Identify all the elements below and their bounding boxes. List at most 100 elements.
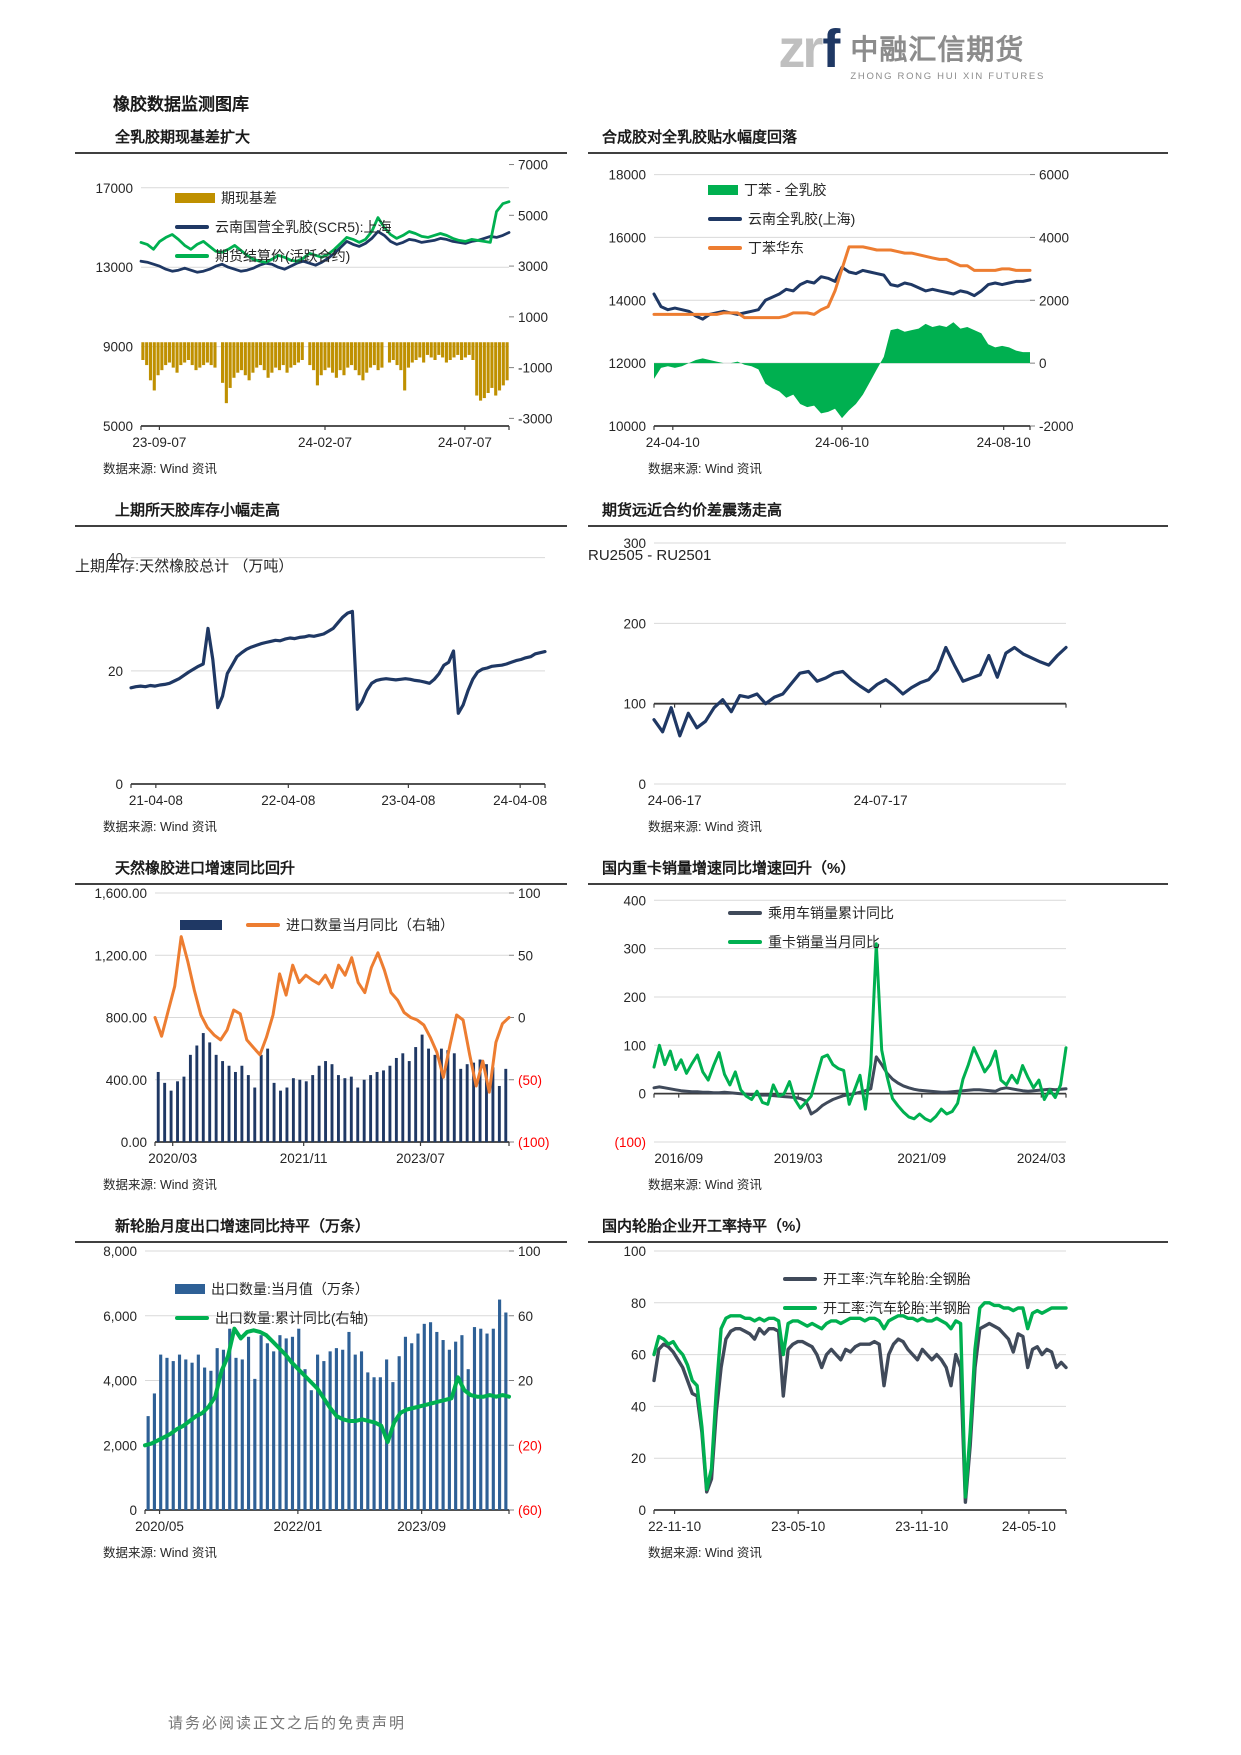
chart-cell-spread: 期货远近合约价差震荡走高 300 200 100 0 24-06-17 24-07-17 RU… xyxy=(588,499,1168,847)
bar-basis xyxy=(190,342,194,366)
bar-imports xyxy=(427,1048,430,1142)
bar-tire-exports xyxy=(272,1351,276,1510)
legend-label: 进口数量当月同比（右轴） xyxy=(286,917,454,933)
bar-imports xyxy=(234,1071,237,1142)
bar-tire-exports xyxy=(228,1328,232,1510)
legend-label: 开工率:汽车轮胎:全钢胎 xyxy=(823,1271,971,1287)
bar-imports xyxy=(285,1087,289,1142)
bar-basis xyxy=(213,342,217,368)
chart-body-tire-exports: 8,000 6,000 4,000 2,000 0 100 60 20 (20) (60) 2020… xyxy=(75,1243,567,1538)
bar-basis xyxy=(300,342,304,360)
legend-label: 云南全乳胶(上海) xyxy=(748,211,856,227)
x-axis-label: 24-07-07 xyxy=(438,435,492,450)
bar-basis xyxy=(262,342,266,371)
bar-tire-exports xyxy=(152,1393,156,1510)
chart-cell-inventory: 上期所天胶库存小幅走高 40 20 0 21-04-08 22-04-08 23-04-08… xyxy=(75,499,567,847)
bar-imports xyxy=(330,1064,334,1142)
legend-label: 期现基差 xyxy=(221,190,277,206)
bar-tire-exports xyxy=(498,1299,502,1510)
bar-basis xyxy=(376,342,380,371)
bar-tire-exports xyxy=(184,1359,188,1510)
bar-basis xyxy=(319,342,323,376)
right-axis-label: 7000 xyxy=(518,158,548,173)
left-axis-label: 4,000 xyxy=(103,1374,137,1389)
bar-basis xyxy=(437,342,441,355)
x-axis-label: 24-04-08 xyxy=(493,793,547,808)
bar-basis xyxy=(456,342,460,355)
bar-tire-exports xyxy=(309,1390,313,1510)
bar-imports xyxy=(497,1085,501,1142)
bar-tire-exports xyxy=(472,1327,477,1510)
bar-tire-exports xyxy=(466,1369,470,1510)
line-series xyxy=(129,609,547,715)
left-axis-label: 100 xyxy=(623,1038,646,1053)
x-axis-label: 23-09-07 xyxy=(132,435,186,450)
bar-imports xyxy=(279,1090,282,1142)
legend-bar-swatch xyxy=(175,1284,205,1294)
x-axis-label: 24-08-10 xyxy=(977,435,1031,450)
legend-entry: 云南国营全乳胶(SCR5):上海 xyxy=(175,217,392,237)
data-source-inventory: 数据来源: Wind 资讯 xyxy=(103,820,217,834)
bar-basis xyxy=(293,342,297,366)
bar-basis xyxy=(334,342,338,378)
right-axis-label: 3000 xyxy=(518,259,548,274)
bar-imports xyxy=(382,1070,385,1142)
bar-tire-exports xyxy=(460,1335,464,1510)
left-axis-label: 16000 xyxy=(608,230,646,245)
line-series xyxy=(652,1301,1068,1499)
right-axis-label: 6000 xyxy=(1039,168,1069,183)
legend-bar-swatch xyxy=(175,193,215,203)
bar-basis xyxy=(353,342,357,371)
title-rule xyxy=(588,525,1168,527)
title-rule xyxy=(75,1241,567,1243)
bar-imports xyxy=(214,1054,218,1142)
legend-line-swatch xyxy=(175,225,209,229)
bar-tire-exports xyxy=(454,1341,458,1510)
bar-tire-exports xyxy=(316,1354,320,1510)
legend-imports: 进口数量当月同比（右轴） xyxy=(180,915,454,944)
bar-tire-exports xyxy=(278,1335,282,1510)
bar-tire-exports xyxy=(372,1377,376,1510)
bar-basis xyxy=(145,342,149,366)
bar-basis xyxy=(425,342,429,355)
legend-row: 出口数量:当月值（万条） xyxy=(175,1279,369,1299)
bar-basis xyxy=(505,342,509,381)
left-axis-label: (100) xyxy=(614,1135,646,1150)
bar-tire-exports xyxy=(359,1351,364,1510)
logo-text: 中融汇信期货 ZHONG RONG HUI XIN FUTURES xyxy=(850,28,1045,82)
x-axis-label: 2023/09 xyxy=(397,1519,446,1534)
bar-tire-exports xyxy=(290,1336,295,1510)
left-axis-label: 8,000 xyxy=(103,1244,137,1259)
chart-canvas-spread: 300 200 100 024-06-17 24-07-17 xyxy=(623,536,1068,808)
title-rule xyxy=(588,152,1168,154)
bar-basis xyxy=(277,342,282,371)
bar-basis xyxy=(171,342,175,368)
bar-tire-exports xyxy=(284,1338,288,1510)
data-source-tire-exports: 数据来源: Wind 资讯 xyxy=(103,1546,217,1560)
bar-tire-exports xyxy=(366,1372,370,1510)
x-axis-label: 21-04-08 xyxy=(129,793,183,808)
bar-imports xyxy=(433,1054,437,1142)
bar-tire-exports xyxy=(328,1351,332,1510)
data-source-synthetic: 数据来源: Wind 资讯 xyxy=(648,462,762,476)
bar-imports xyxy=(195,1045,199,1142)
legend-row: 期现基差 xyxy=(175,188,392,208)
left-axis-label: 14000 xyxy=(608,293,646,308)
legend-label: 上期库存:天然橡胶总计 （万吨） xyxy=(75,558,294,575)
x-axis-label: 23-11-10 xyxy=(895,1519,948,1534)
line-series xyxy=(652,1055,1068,1116)
legend-entry: 期现基差 xyxy=(175,188,277,208)
x-axis-label: 2024/03 xyxy=(1017,1151,1066,1166)
bar-basis xyxy=(148,342,153,381)
left-axis-label: 300 xyxy=(623,942,646,957)
chart-title-operating-rate: 国内轮胎企业开工率持平（%） xyxy=(602,1218,811,1235)
bar-basis xyxy=(315,342,319,386)
left-axis-label: 800.00 xyxy=(106,1011,147,1026)
bar-basis xyxy=(361,342,365,381)
legend-label: 开工率:汽车轮胎:半钢胎 xyxy=(823,1300,971,1316)
left-axis-label: 400 xyxy=(623,893,646,908)
legend-line-swatch xyxy=(708,217,742,221)
left-axis-label: 1,600.00 xyxy=(94,886,147,901)
bar-tire-exports xyxy=(353,1354,357,1510)
bar-imports xyxy=(201,1033,205,1142)
